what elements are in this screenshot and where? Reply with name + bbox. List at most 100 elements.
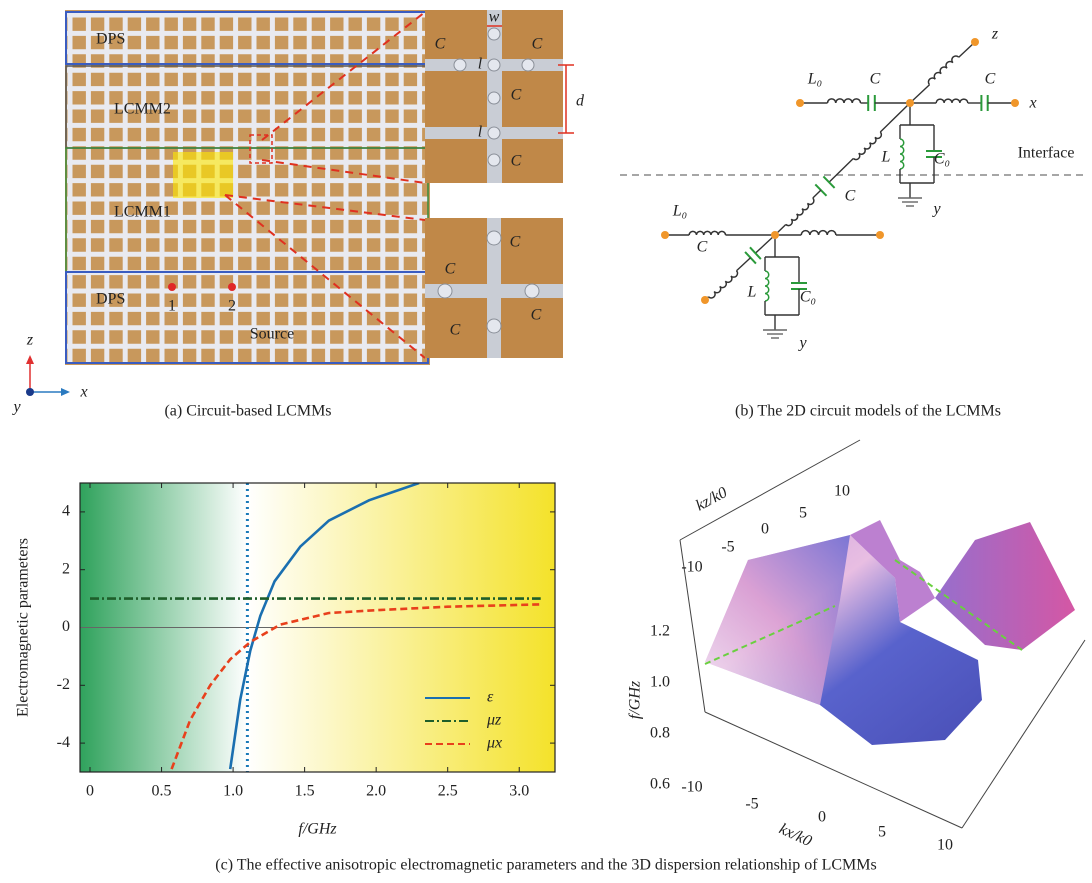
page: LCMM figure html, body { margin: 0; padd… bbox=[0, 0, 1092, 883]
x-tick-label: 2.5 bbox=[438, 783, 458, 800]
arrow-head bbox=[26, 355, 34, 364]
cell-label-c: C bbox=[531, 307, 542, 324]
kz-tick-label: 5 bbox=[799, 505, 807, 522]
solder-joint bbox=[525, 284, 539, 298]
interface-label: Interface bbox=[1018, 145, 1075, 162]
box-edge bbox=[680, 440, 860, 540]
solder-joint bbox=[522, 59, 534, 71]
solder-joint bbox=[488, 28, 500, 40]
component-label: L₀ bbox=[672, 203, 687, 220]
caption: (b) The 2D circuit models of the LCMMs bbox=[735, 403, 1001, 420]
component-label: L₀ bbox=[807, 71, 822, 88]
kx-tick-label: 10 bbox=[937, 837, 953, 854]
inductor bbox=[786, 198, 814, 226]
probe-label: 2 bbox=[228, 298, 236, 315]
inductor bbox=[765, 271, 769, 301]
x-axis-label: f/GHz bbox=[298, 821, 337, 838]
terminal bbox=[971, 38, 979, 46]
f-tick-label: 1.0 bbox=[650, 674, 670, 691]
f-tick-label: 1.2 bbox=[650, 623, 670, 640]
axis-label: x bbox=[1028, 95, 1036, 112]
figure: DPSLCMM2LCMM1DPS12SourceCCCCllwdCCCCzxy(… bbox=[0, 0, 1092, 883]
panel-a bbox=[65, 10, 430, 365]
wire bbox=[880, 103, 910, 132]
inductor bbox=[928, 56, 958, 85]
axis-label: z bbox=[26, 332, 34, 349]
inductor bbox=[828, 99, 861, 103]
legend-label: μz bbox=[486, 712, 502, 729]
y-tick-label: -4 bbox=[57, 734, 70, 751]
f-tick-label: 0.8 bbox=[650, 725, 670, 742]
wire bbox=[813, 190, 821, 198]
cell-label-l: l bbox=[478, 56, 483, 73]
solder-joint bbox=[454, 59, 466, 71]
caption: (a) Circuit-based LCMMs bbox=[164, 403, 331, 420]
arrow-head bbox=[61, 388, 70, 396]
axis-label: z bbox=[991, 26, 999, 43]
axis-label: y bbox=[931, 201, 941, 218]
terminal bbox=[906, 99, 914, 107]
region-label: DPS bbox=[96, 31, 125, 48]
solder-joint bbox=[488, 92, 500, 104]
kz-tick-label: -10 bbox=[681, 559, 702, 576]
x-tick-label: 0 bbox=[86, 783, 94, 800]
region-label: DPS bbox=[96, 291, 125, 308]
solder-joint bbox=[488, 127, 500, 139]
inductor bbox=[801, 231, 836, 235]
cell-label-w: w bbox=[489, 9, 500, 26]
y-axis-label: Electromagnetic parameters bbox=[15, 538, 32, 717]
probe-point bbox=[168, 283, 176, 291]
wire bbox=[737, 258, 751, 271]
f-tick-label: 0.6 bbox=[650, 776, 670, 793]
kx-tick-label: 5 bbox=[878, 824, 886, 841]
cell-label-c: C bbox=[450, 322, 461, 339]
region-label: LCMM1 bbox=[114, 204, 171, 221]
axis-dot bbox=[26, 388, 34, 396]
kz-tick-label: 10 bbox=[834, 483, 850, 500]
axis-label: x bbox=[79, 384, 87, 401]
axis-label: y bbox=[797, 335, 807, 352]
probe-label: 1 bbox=[168, 298, 176, 315]
cell-label-c: C bbox=[511, 87, 522, 104]
cell-label-c: C bbox=[511, 153, 522, 170]
component-label: C bbox=[985, 71, 996, 88]
x-tick-label: 1.0 bbox=[223, 783, 243, 800]
solder-joint bbox=[488, 154, 500, 166]
box-edge bbox=[962, 640, 1085, 828]
cell-label-c: C bbox=[532, 36, 543, 53]
surface bbox=[935, 522, 1075, 650]
solder-joint bbox=[487, 231, 501, 245]
cell-label-c: C bbox=[435, 36, 446, 53]
inductor bbox=[689, 231, 725, 235]
solder-joint bbox=[488, 59, 500, 71]
page-body: { "panel_a": { "caption": "(a) Circuit-b… bbox=[0, 0, 1092, 883]
solder-joint bbox=[438, 284, 452, 298]
kx-axis-label: kx/k0 bbox=[776, 820, 814, 850]
x-tick-label: 2.0 bbox=[366, 783, 386, 800]
wire bbox=[829, 158, 853, 182]
kz-tick-label: -5 bbox=[721, 539, 734, 556]
y-tick-label: -2 bbox=[57, 676, 70, 693]
cell-label-c: C bbox=[510, 234, 521, 251]
highlight bbox=[173, 152, 233, 198]
terminal bbox=[771, 231, 779, 239]
probe-point bbox=[228, 283, 236, 291]
terminal bbox=[661, 231, 669, 239]
kx-tick-label: 0 bbox=[818, 809, 826, 826]
legend-label: ε bbox=[487, 689, 494, 706]
component-label: C bbox=[845, 188, 856, 205]
terminal bbox=[876, 231, 884, 239]
wire bbox=[910, 85, 930, 103]
component-label: C₀ bbox=[800, 289, 816, 306]
kz-tick-label: 0 bbox=[761, 521, 769, 538]
component-label: C bbox=[870, 71, 881, 88]
inductor bbox=[853, 132, 881, 160]
solder-joint bbox=[487, 319, 501, 333]
y-tick-label: 2 bbox=[62, 560, 70, 577]
terminal bbox=[701, 296, 709, 304]
kx-tick-label: -10 bbox=[681, 779, 702, 796]
dispersion-3d bbox=[680, 440, 1085, 828]
component-label: C₀ bbox=[934, 151, 950, 168]
inductor bbox=[709, 271, 738, 298]
x-tick-label: 3.0 bbox=[509, 783, 529, 800]
